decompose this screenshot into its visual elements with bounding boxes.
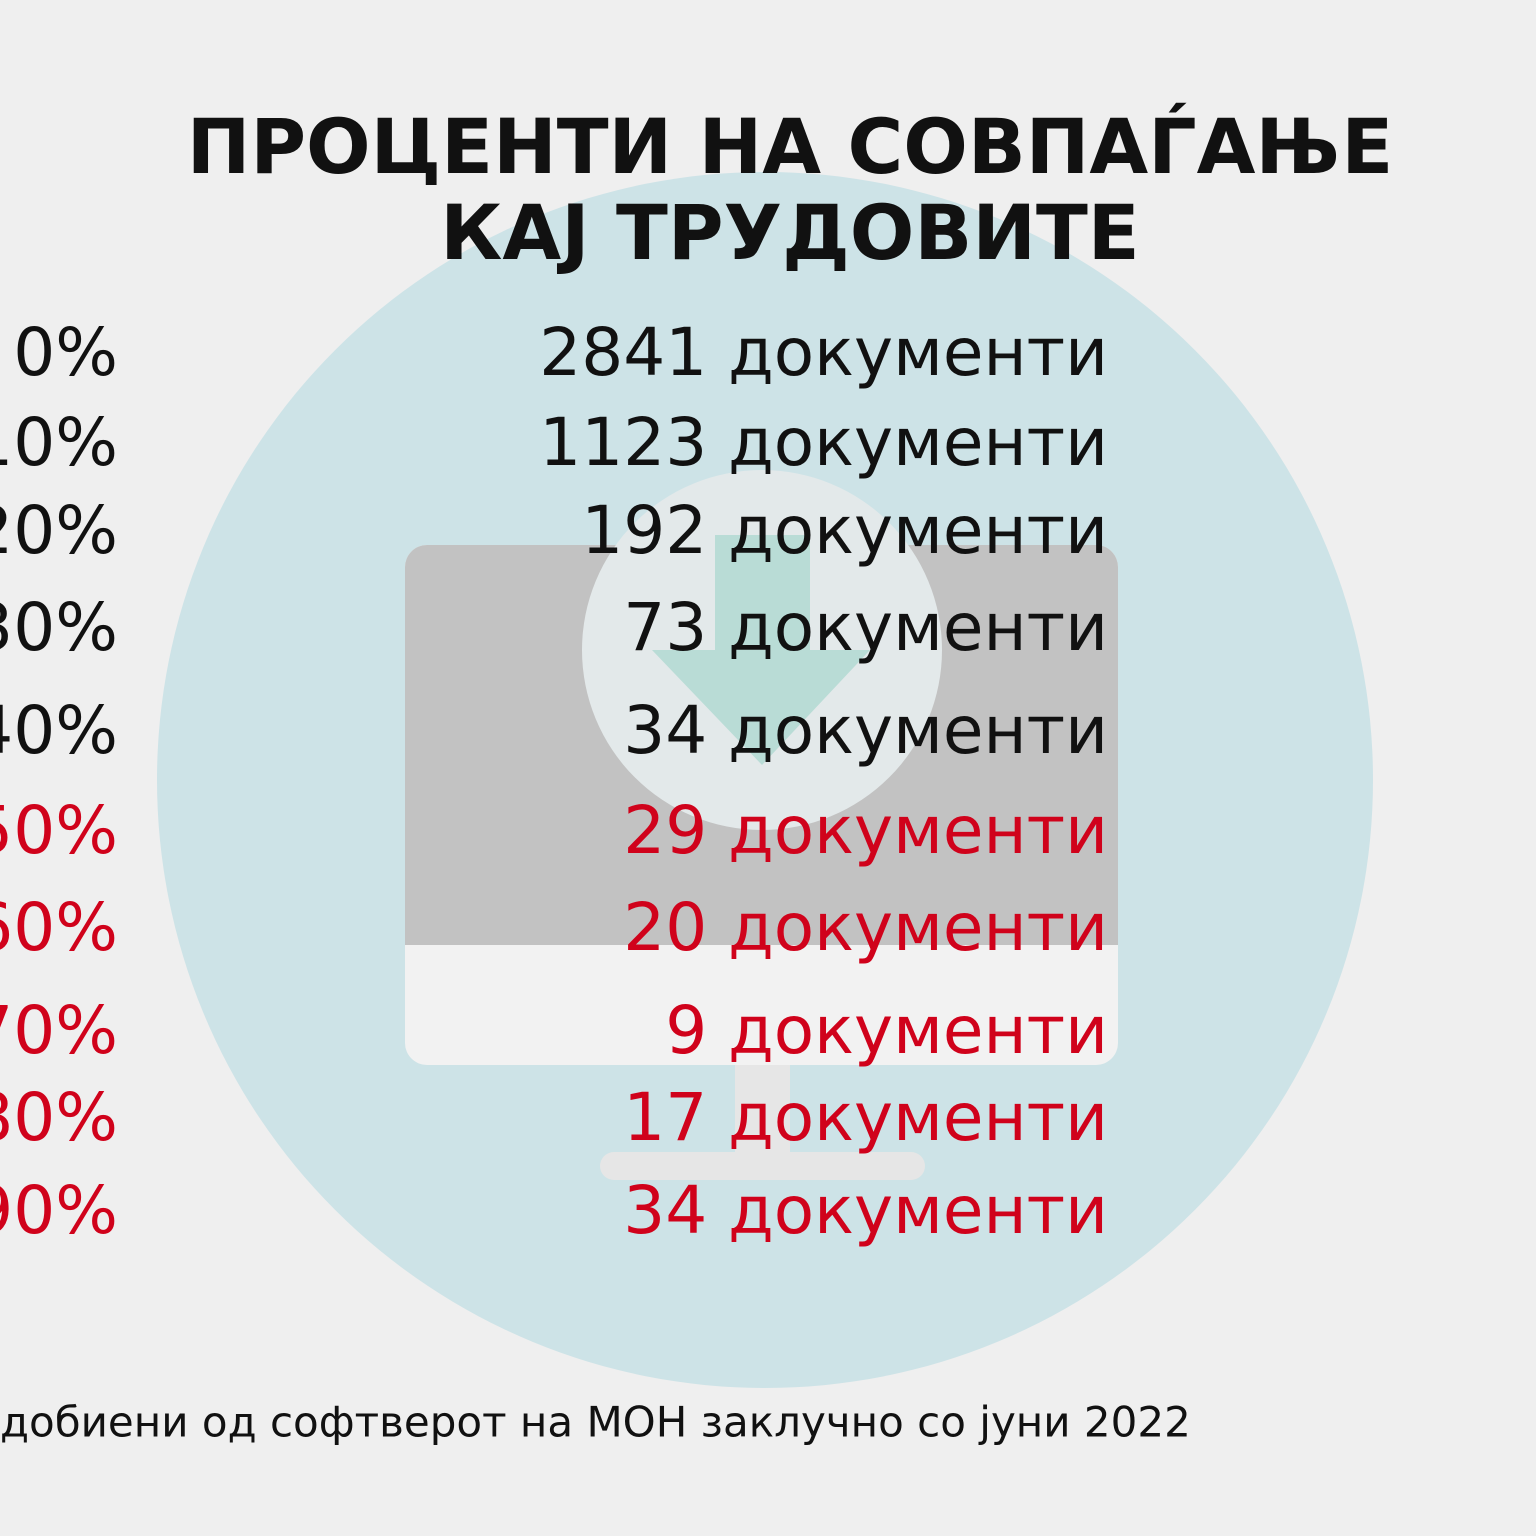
documents-count: 192 документи [581, 492, 1108, 569]
monitor-neck [735, 1065, 790, 1157]
monitor-stand [600, 1152, 925, 1180]
documents-count: 17 документи [623, 1079, 1108, 1156]
percent-label: 50% [0, 792, 118, 869]
documents-count: 9 документи [665, 992, 1108, 1069]
percent-label: 90% [0, 1172, 118, 1249]
title-line: ПРОЦЕНТИ НА СОВПАЃАЊЕ [187, 102, 1394, 191]
percent-label: 80% [0, 1079, 118, 1156]
documents-count: 34 документи [623, 692, 1108, 769]
documents-count: 34 документи [623, 1172, 1108, 1249]
documents-count: 1123 документи [539, 404, 1108, 481]
percent-label: 30% [0, 589, 118, 666]
documents-count: 73 документи [623, 589, 1108, 666]
percent-label: 10% [0, 404, 118, 481]
percent-label: 0% [13, 314, 118, 391]
percent-label: 20% [0, 492, 118, 569]
percent-label: 70% [0, 992, 118, 1069]
documents-count: 29 документи [623, 792, 1108, 869]
download-arrow [652, 535, 870, 765]
footer-source: добиени од софтверот на МОН заклучно со … [0, 1398, 1191, 1447]
rows: 0% 2841 документи 10% 1123 документи 20% 192 … [0, 314, 1108, 1249]
documents-count: 20 документи [623, 889, 1108, 966]
title-line: КАЈ ТРУДОВИТЕ [440, 188, 1139, 277]
percent-label: 40% [0, 692, 118, 769]
percent-label: 60% [0, 889, 118, 966]
documents-count: 2841 документи [539, 314, 1108, 391]
